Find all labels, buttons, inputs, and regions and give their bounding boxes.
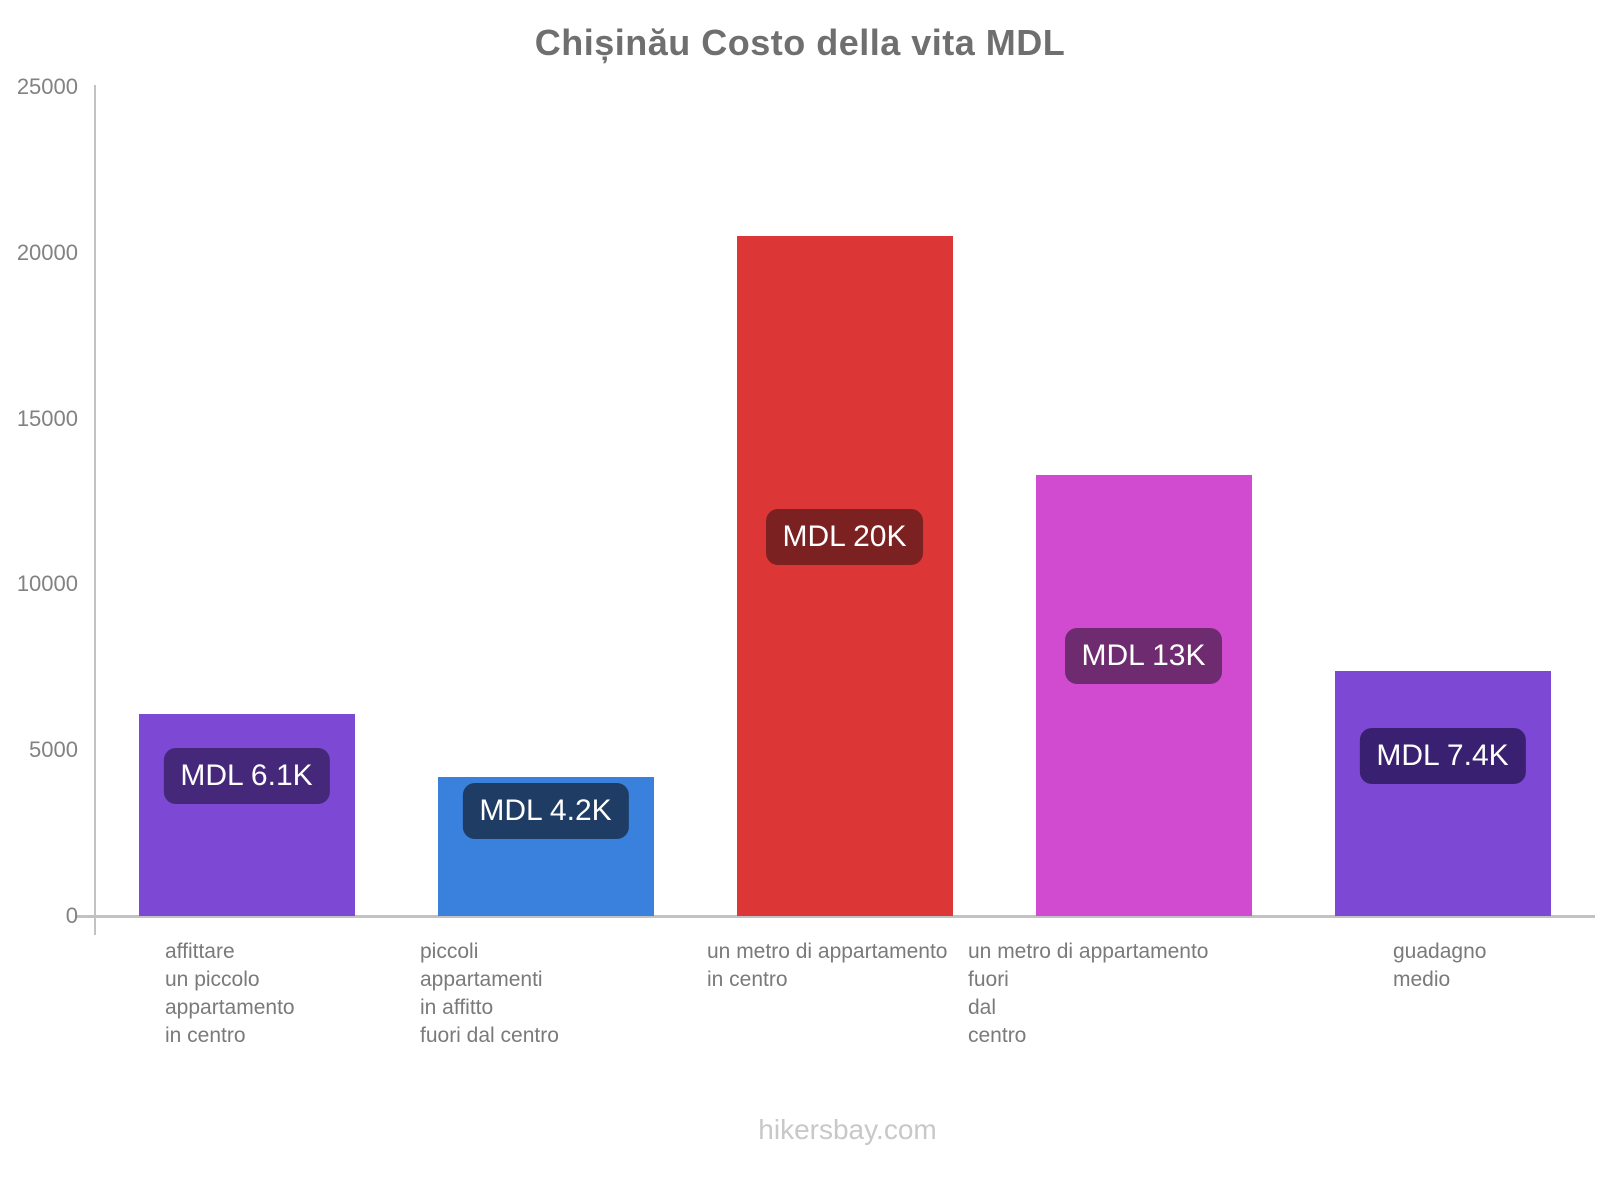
y-tick-label: 20000 bbox=[16, 239, 78, 265]
x-tick-label: affittare un piccolo appartamento in centro bbox=[165, 940, 295, 1047]
value-label: MDL 20K bbox=[765, 509, 924, 565]
y-axis-line bbox=[94, 85, 96, 935]
x-tick-label: piccoli appartamenti in affitto fuori dal c… bbox=[420, 940, 559, 1047]
chart-title: Chișinău Costo della vita MDL bbox=[534, 22, 1066, 63]
bar: MDL 6.1K bbox=[138, 714, 355, 916]
y-tick-label: 15000 bbox=[16, 405, 78, 431]
value-label: MDL 6.1K bbox=[163, 748, 330, 804]
value-label: MDL 7.4K bbox=[1359, 728, 1526, 784]
y-tick-label: 5000 bbox=[29, 737, 78, 763]
y-tick-label: 0 bbox=[65, 903, 78, 928]
x-tick-label: un metro di appartamento in centro bbox=[707, 940, 948, 991]
x-axis-baseline bbox=[75, 915, 1595, 918]
y-tick-label: 25000 bbox=[16, 74, 78, 99]
bar: MDL 20K bbox=[736, 236, 953, 916]
watermark-text: hikersbay.com bbox=[758, 1114, 937, 1145]
bar: MDL 13K bbox=[1035, 475, 1252, 916]
value-label: MDL 4.2K bbox=[462, 783, 629, 839]
bar: MDL 7.4K bbox=[1334, 671, 1551, 916]
x-tick-label: un metro di appartamento fuori dal centro bbox=[968, 940, 1209, 1047]
bar: MDL 4.2K bbox=[437, 777, 654, 916]
y-tick-label: 10000 bbox=[16, 571, 78, 597]
x-tick-label: guadagno medio bbox=[1393, 940, 1487, 991]
value-label: MDL 13K bbox=[1064, 628, 1223, 684]
